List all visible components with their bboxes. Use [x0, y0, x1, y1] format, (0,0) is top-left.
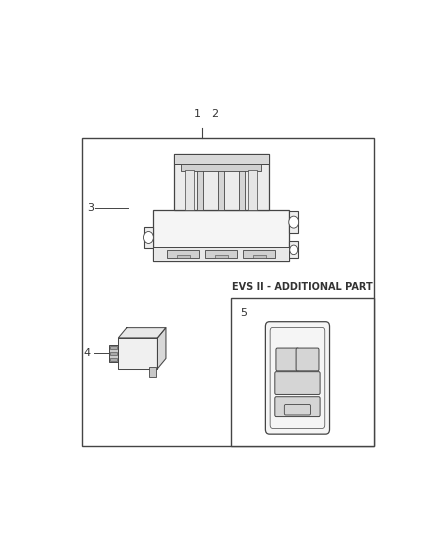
Bar: [239, 170, 245, 210]
Bar: [153, 210, 289, 261]
FancyBboxPatch shape: [275, 372, 320, 394]
Bar: [215, 255, 228, 258]
Bar: [197, 170, 204, 210]
FancyBboxPatch shape: [284, 405, 311, 415]
Text: 2: 2: [211, 109, 218, 119]
Bar: [243, 250, 276, 258]
Bar: [205, 250, 237, 258]
Bar: [177, 255, 190, 258]
Bar: [185, 170, 194, 210]
Bar: [173, 154, 268, 164]
FancyBboxPatch shape: [265, 322, 329, 434]
Circle shape: [290, 245, 298, 255]
Bar: [218, 170, 224, 210]
Bar: [173, 154, 268, 210]
Bar: [110, 358, 117, 361]
Bar: [181, 164, 261, 171]
Bar: [231, 298, 374, 446]
Polygon shape: [118, 328, 166, 338]
Text: 4: 4: [83, 348, 90, 358]
Text: 3: 3: [87, 203, 94, 213]
Bar: [289, 212, 298, 233]
Text: 1: 1: [194, 109, 201, 119]
Bar: [248, 170, 257, 210]
Bar: [109, 345, 118, 362]
Circle shape: [144, 231, 153, 244]
FancyBboxPatch shape: [276, 348, 299, 371]
Bar: [110, 352, 117, 355]
Bar: [144, 227, 153, 248]
Bar: [153, 247, 289, 261]
Text: 5: 5: [240, 308, 247, 318]
FancyBboxPatch shape: [296, 348, 319, 371]
Polygon shape: [157, 328, 166, 369]
Bar: [82, 138, 374, 446]
Text: EVS II - ADDITIONAL PART: EVS II - ADDITIONAL PART: [232, 282, 373, 292]
Bar: [110, 346, 117, 349]
Polygon shape: [118, 338, 157, 369]
Bar: [149, 367, 156, 377]
Bar: [167, 250, 199, 258]
Bar: [253, 255, 265, 258]
FancyBboxPatch shape: [275, 397, 320, 417]
Circle shape: [289, 216, 299, 228]
Bar: [289, 241, 298, 259]
